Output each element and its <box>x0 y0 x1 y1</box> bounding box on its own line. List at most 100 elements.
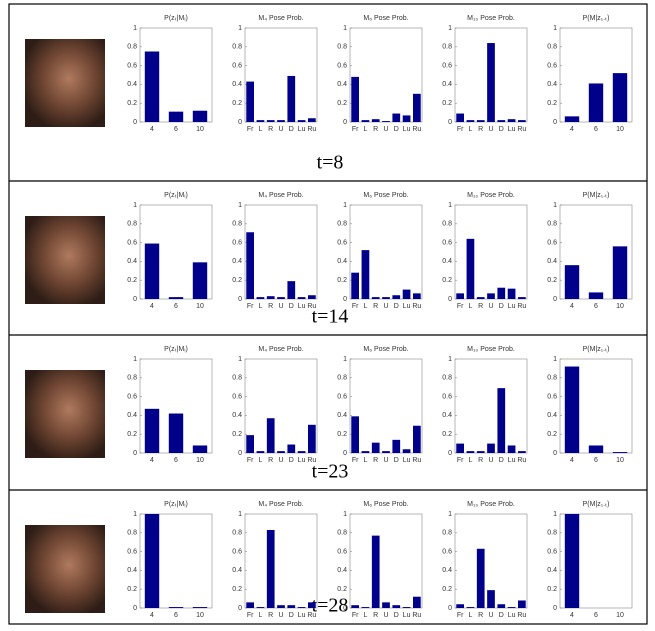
y-tick-label: 0 <box>553 296 557 303</box>
y-tick-label: 1 <box>238 356 242 363</box>
x-tick-label: Ru <box>412 612 421 619</box>
y-tick-label: 0.6 <box>232 393 242 400</box>
chart-title: M₁₀ Pose Prob. <box>467 501 515 508</box>
bar <box>467 239 475 299</box>
bar <box>497 288 505 299</box>
bar <box>169 414 183 453</box>
x-tick-label: 4 <box>570 612 574 619</box>
chart-title: P(zₜ|Mᵢ) <box>164 346 188 353</box>
bar <box>277 451 285 453</box>
x-tick-label: Lu <box>403 457 411 464</box>
x-tick-label: L <box>468 457 472 464</box>
x-tick-label: 10 <box>616 612 624 619</box>
x-tick-label: R <box>478 126 483 133</box>
y-tick-label: 0 <box>448 296 452 303</box>
x-tick-label: Ru <box>412 303 421 310</box>
y-tick-label: 0.6 <box>127 393 137 400</box>
y-tick-label: 0.6 <box>442 62 452 69</box>
x-tick-label: Lu <box>298 612 306 619</box>
bar <box>372 119 380 122</box>
x-tick-label: 6 <box>174 126 178 133</box>
bar <box>351 77 359 122</box>
y-tick-label: 0 <box>343 450 347 457</box>
x-tick-label: D <box>499 126 504 133</box>
y-tick-label: 0.4 <box>232 258 242 265</box>
y-tick-label: 0.8 <box>232 221 242 228</box>
bar <box>477 451 485 453</box>
bar <box>277 297 285 299</box>
x-tick-label: 10 <box>616 303 624 310</box>
x-tick-label: D <box>289 612 294 619</box>
x-tick-label: 6 <box>174 457 178 464</box>
x-tick-label: L <box>363 303 367 310</box>
chart-title: P(M|z₁.ₜ) <box>583 501 610 508</box>
bar <box>257 297 265 299</box>
y-tick-label: 0.2 <box>232 277 242 284</box>
bar <box>372 443 380 453</box>
y-tick-label: 0 <box>343 296 347 303</box>
y-tick-label: 0.6 <box>442 393 452 400</box>
axes-box <box>455 359 527 453</box>
x-tick-label: 4 <box>150 303 154 310</box>
x-tick-label: U <box>488 457 493 464</box>
y-tick-label: 0.4 <box>442 567 452 574</box>
bar <box>193 445 207 453</box>
chart-title: M₄ Pose Prob. <box>258 346 303 353</box>
bar <box>589 445 603 453</box>
chart-title: M₄ Pose Prob. <box>258 15 303 22</box>
x-tick-label: U <box>278 457 283 464</box>
y-tick-label: 0 <box>343 119 347 126</box>
chart-title: M₁₀ Pose Prob. <box>467 346 515 353</box>
y-tick-label: 0.4 <box>127 412 137 419</box>
face-image <box>25 370 105 458</box>
x-tick-label: Lu <box>508 457 516 464</box>
y-tick-label: 0.4 <box>232 412 242 419</box>
bar <box>487 293 495 299</box>
bar <box>298 120 306 122</box>
bar <box>169 297 183 299</box>
x-tick-label: R <box>268 126 273 133</box>
bar <box>497 120 505 122</box>
y-tick-label: 0.2 <box>232 586 242 593</box>
bar <box>487 590 495 608</box>
bar <box>246 435 254 453</box>
axes-box <box>455 205 527 299</box>
chart-title: P(M|z₁.ₜ) <box>583 192 610 199</box>
bar <box>589 292 603 299</box>
face-image <box>25 39 105 127</box>
y-tick-label: 0.2 <box>442 586 452 593</box>
x-tick-label: Fr <box>352 126 359 133</box>
x-tick-label: R <box>373 612 378 619</box>
x-tick-label: 10 <box>616 126 624 133</box>
y-tick-label: 0.8 <box>442 530 452 537</box>
x-tick-label: Fr <box>247 126 254 133</box>
bar <box>267 120 275 122</box>
x-tick-label: Lu <box>298 126 306 133</box>
y-tick-label: 0 <box>238 605 242 612</box>
x-tick-label: Fr <box>457 457 464 464</box>
y-tick-label: 0 <box>553 450 557 457</box>
y-tick-label: 0.2 <box>127 431 137 438</box>
x-tick-label: L <box>468 303 472 310</box>
y-tick-label: 0.2 <box>127 100 137 107</box>
chart-title: P(zₜ|Mᵢ) <box>164 192 188 199</box>
y-tick-label: 0.6 <box>232 548 242 555</box>
bar <box>287 76 295 122</box>
y-tick-label: 1 <box>343 202 347 209</box>
x-tick-label: L <box>468 612 472 619</box>
x-tick-label: Fr <box>352 303 359 310</box>
x-tick-label: L <box>363 457 367 464</box>
bar <box>613 452 627 453</box>
x-tick-label: 10 <box>196 303 204 310</box>
x-tick-label: D <box>289 126 294 133</box>
bar <box>298 297 306 299</box>
x-tick-label: Ru <box>517 126 526 133</box>
y-tick-label: 0.8 <box>337 221 347 228</box>
x-tick-label: 4 <box>570 303 574 310</box>
bar <box>382 602 390 608</box>
x-tick-label: U <box>383 457 388 464</box>
y-tick-label: 0.6 <box>442 548 452 555</box>
y-tick-label: 1 <box>238 25 242 32</box>
x-tick-label: 4 <box>150 612 154 619</box>
y-tick-label: 1 <box>133 202 137 209</box>
